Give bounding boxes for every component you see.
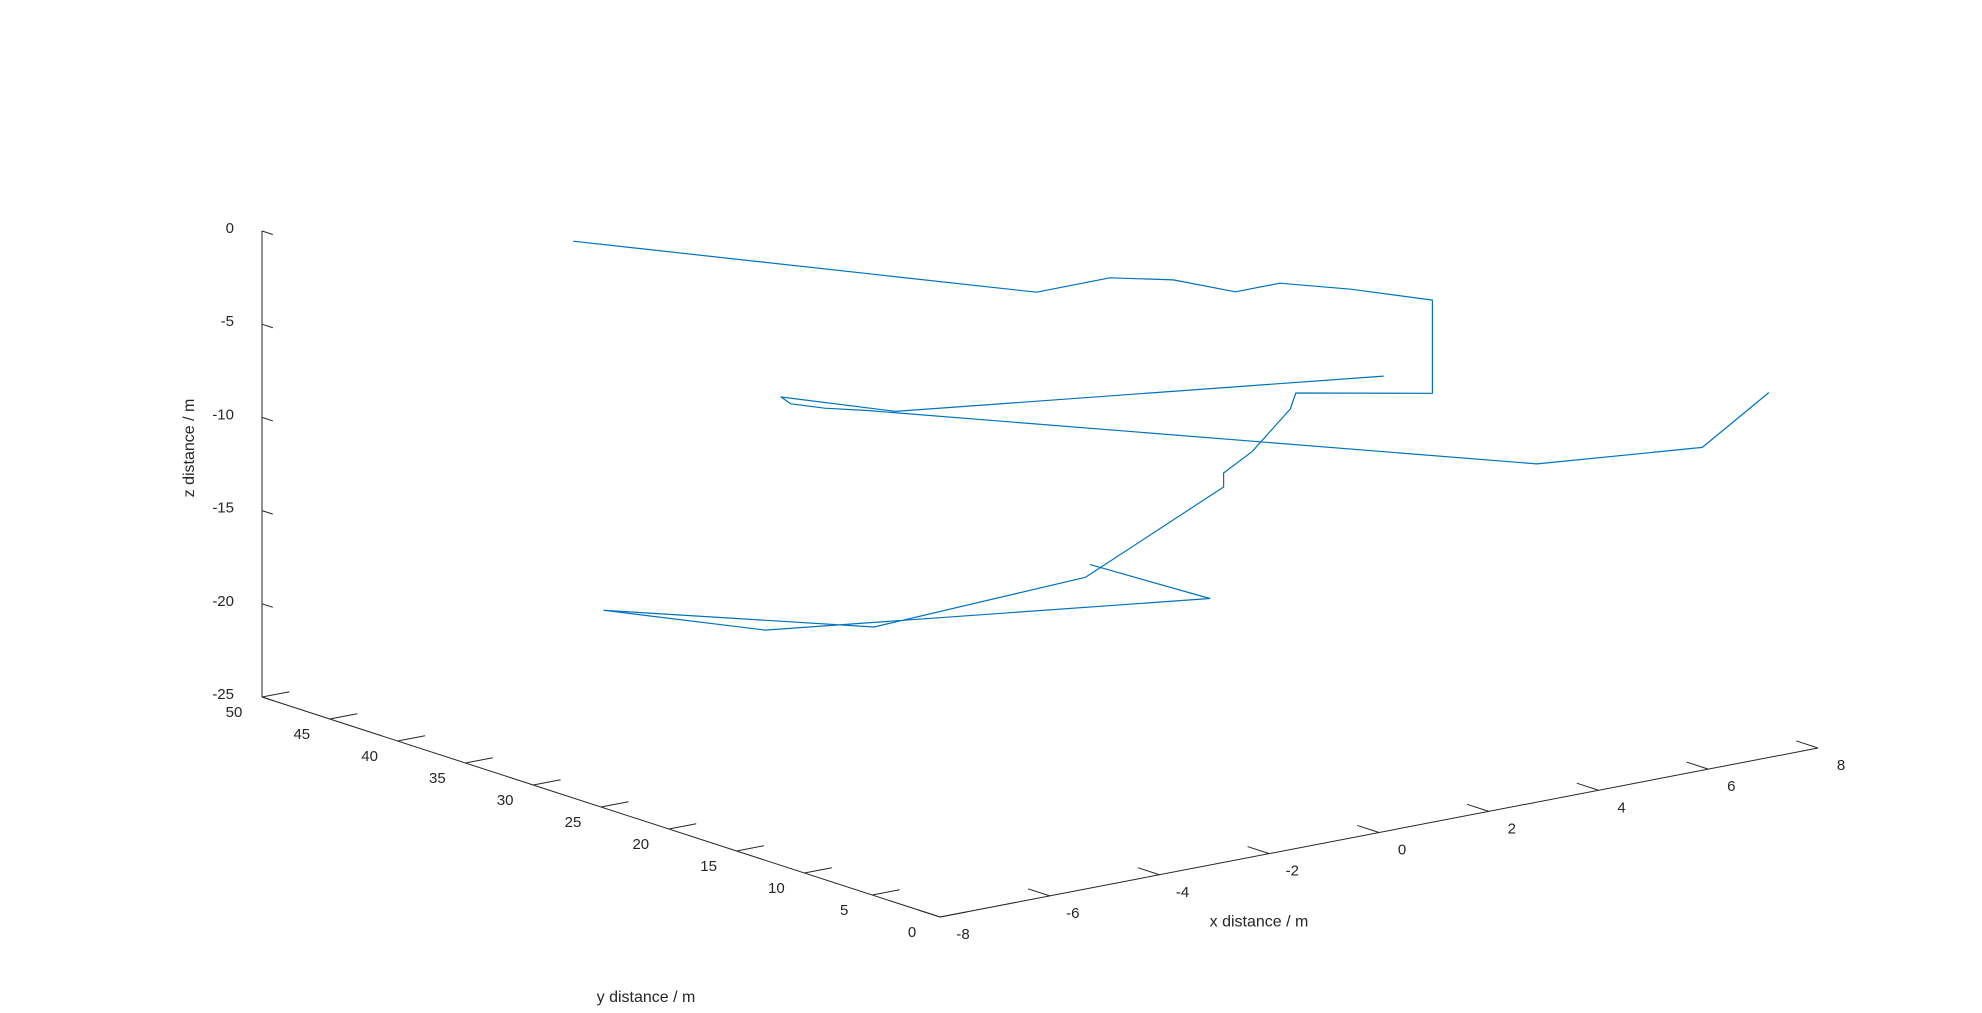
z-tick-mark [261,603,274,608]
y-tick-mark [939,911,968,918]
z-tick-mark [261,416,274,422]
y-tick-mark [533,779,561,786]
x-axis-label: x distance / m [1210,914,1309,931]
x-tick-mark [1466,803,1489,812]
plot-lines [573,240,1770,631]
axis-labels: x distance / m y distance / m z distance… [181,399,1308,1006]
x-tick-label: 2 [1508,820,1516,837]
z-tick-label: -20 [212,593,234,610]
y-tick-mark [668,823,697,830]
x-tick-mark [1027,888,1050,897]
y-tick-label: 15 [700,858,717,875]
x-tick-label: 0 [1398,842,1406,859]
y-axis-label: y distance / m [597,989,696,1006]
y-tick-mark [465,757,493,764]
axis-ticks: -8-6-4-20246805101520253035404550-25-20-… [212,220,1845,943]
axes [261,231,1819,918]
x-tick-mark [1247,846,1270,855]
x-tick-label: 8 [1837,757,1845,774]
z-tick-mark [261,323,274,329]
y-tick-label: 40 [361,748,378,765]
series-line-1 [573,240,1434,631]
z-tick-label: -10 [212,406,234,423]
series-line-2 [780,375,1770,465]
z-tick-mark [261,696,274,701]
x-tick-mark [1137,867,1160,876]
y-tick-mark [397,735,426,742]
x-tick-mark [1686,761,1709,770]
y-tick-label: 25 [565,814,582,831]
y-tick-mark [329,713,358,720]
x-tick-mark [918,909,941,918]
y-tick-label: 30 [497,792,514,809]
x-tick-label: -4 [1176,884,1189,901]
z-tick-label: -5 [221,313,234,330]
y-tick-label: 10 [768,880,785,897]
z-tick-label: 0 [226,220,234,237]
y-tick-label: 5 [840,902,848,919]
x-tick-label: 6 [1727,778,1735,795]
y-tick-mark [804,867,832,874]
y-tick-mark [872,889,900,896]
z-axis-label: z distance / m [181,399,198,498]
x-tick-label: -6 [1066,905,1079,922]
z-tick-label: -15 [212,500,234,517]
y-tick-mark [736,845,765,852]
x-tick-mark [1576,782,1599,791]
x-tick-label: -8 [956,926,969,943]
y-tick-mark [261,691,290,698]
y-tick-label: 50 [226,704,243,721]
x-tick-label: -2 [1286,863,1299,880]
z-tick-mark [261,230,274,235]
y-tick-label: 45 [293,726,310,743]
z-tick-label: -25 [212,686,234,703]
x-tick-label: 4 [1617,799,1625,816]
y-tick-label: 20 [632,836,649,853]
y-tick-label: 0 [908,924,916,941]
y-tick-mark [600,801,629,808]
x-tick-mark [1796,740,1819,749]
x-tick-mark [1357,824,1380,833]
y-tick-label: 35 [429,770,446,787]
z-tick-mark [261,510,274,515]
